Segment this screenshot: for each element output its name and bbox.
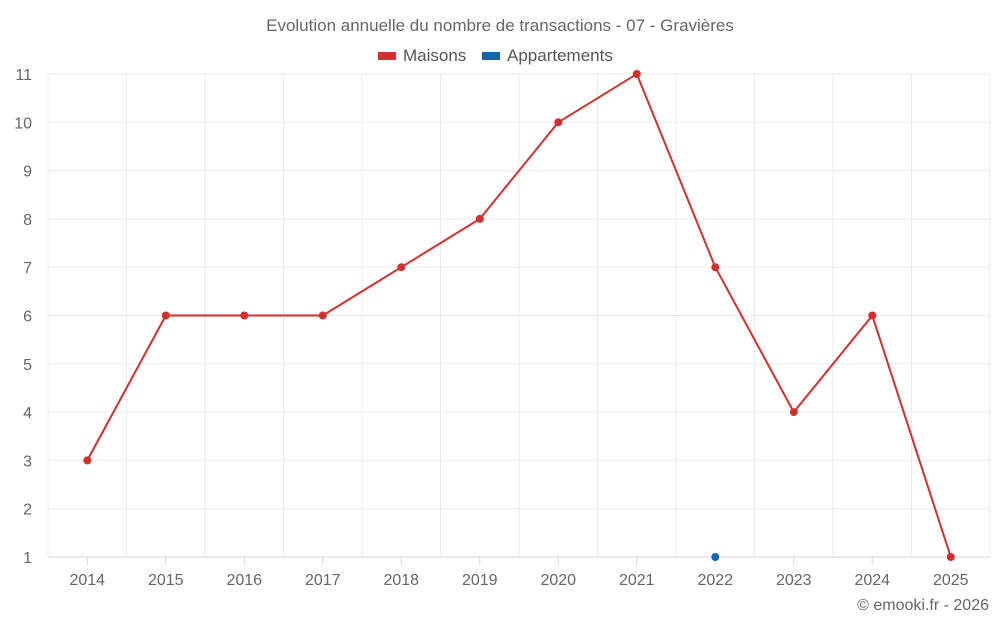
- data-point-appartements: [711, 553, 720, 561]
- data-point-maisons: [318, 311, 327, 320]
- x-tick-label: 2025: [933, 572, 969, 589]
- legend-swatch-maisons: [378, 52, 396, 60]
- x-tick-label: 2017: [305, 572, 341, 589]
- data-point-maisons: [868, 311, 877, 320]
- x-tick-label: 2024: [854, 572, 890, 589]
- y-tick-label: 4: [23, 405, 32, 422]
- x-tick-label: 2016: [226, 572, 262, 589]
- x-tick-label: 2019: [462, 572, 498, 589]
- legend-item-maisons[interactable]: Maisons: [378, 46, 466, 65]
- data-point-maisons: [475, 214, 484, 223]
- x-tick-label: 2020: [540, 572, 576, 589]
- axes: 1 2 3 4 5 6 7 8 9 10 11 2014 2015 2016 2017 2018 2019 202…: [14, 67, 990, 589]
- legend[interactable]: Maisons Appartements: [378, 46, 613, 65]
- legend-label-maisons: Maisons: [403, 46, 466, 65]
- x-tick-label: 2018: [383, 572, 419, 589]
- data-point-maisons: [397, 263, 406, 272]
- x-tick-label: 2014: [69, 572, 105, 589]
- y-tick-label: 9: [23, 164, 32, 181]
- y-tick-label: 10: [14, 115, 32, 132]
- series: [83, 70, 955, 561]
- legend-label-appartements: Appartements: [507, 46, 613, 65]
- chart-title: Evolution annuelle du nombre de transact…: [266, 16, 734, 35]
- data-point-maisons: [711, 263, 720, 272]
- data-point-maisons: [161, 311, 170, 320]
- y-tick-label: 7: [23, 260, 32, 277]
- y-tick-label: 3: [23, 453, 32, 470]
- y-tick-label: 8: [23, 212, 32, 229]
- data-point-maisons: [240, 311, 249, 320]
- data-point-maisons: [789, 408, 798, 417]
- series-line-maisons: [86, 73, 952, 558]
- data-point-maisons: [946, 553, 955, 561]
- credit-text: © emooki.fr - 2026: [857, 597, 989, 614]
- data-point-maisons: [83, 456, 92, 465]
- legend-item-appartements[interactable]: Appartements: [482, 46, 613, 65]
- legend-swatch-appartements: [482, 52, 500, 60]
- x-tick-label: 2015: [148, 572, 184, 589]
- data-point-maisons: [554, 118, 563, 127]
- y-tick-label: 5: [23, 357, 32, 374]
- x-tick-label: 2023: [776, 572, 812, 589]
- data-point-maisons: [632, 70, 641, 78]
- y-tick-label: 6: [23, 309, 32, 326]
- y-tick-label: 11: [15, 67, 32, 84]
- x-tick-label: 2021: [619, 572, 655, 589]
- y-tick-label: 2: [23, 502, 32, 519]
- y-tick-label: 1: [23, 550, 32, 567]
- x-tick-label: 2022: [697, 572, 733, 589]
